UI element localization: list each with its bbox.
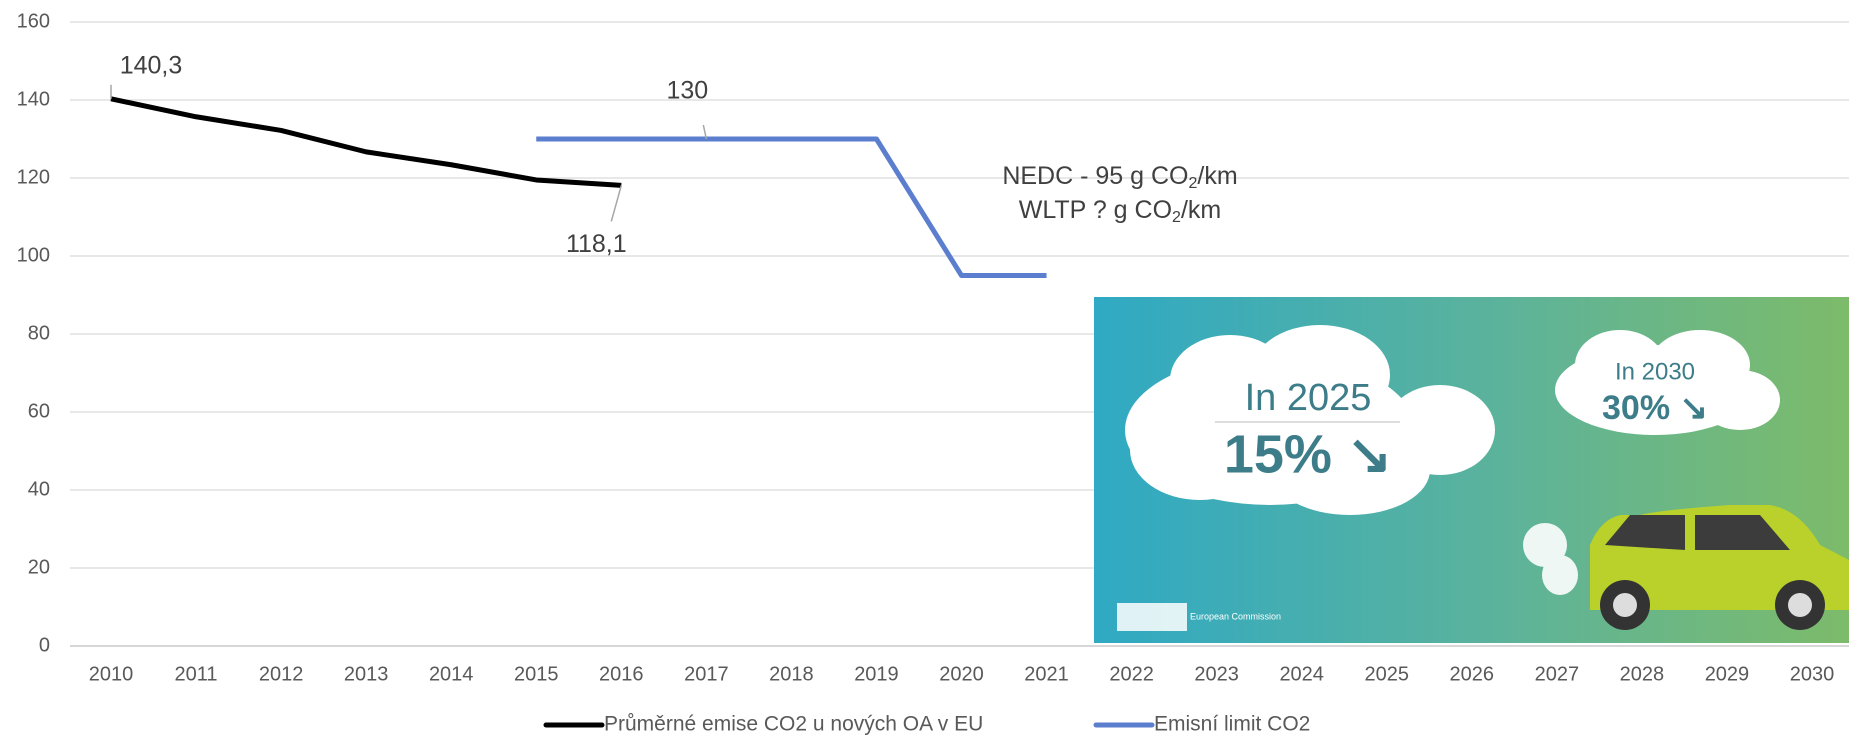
x-tick-label: 2030 — [1790, 663, 1835, 685]
logo — [1117, 603, 1187, 631]
x-tick-label: 2025 — [1365, 663, 1410, 685]
image-text: European Commission — [1190, 611, 1281, 621]
leader-line — [702, 124, 708, 140]
data-label: 130 — [666, 77, 708, 105]
x-tick-label: 2026 — [1450, 663, 1495, 685]
cloud — [1125, 325, 1495, 515]
annotation-part: 2 — [1172, 209, 1181, 226]
x-tick-label: 2017 — [684, 663, 729, 685]
image-text: In 2030 — [1615, 358, 1695, 385]
x-tick-label: 2021 — [1024, 663, 1069, 685]
line — [536, 136, 1047, 278]
y-tick-label: 120 — [17, 166, 50, 188]
annotation-part: /km — [1197, 162, 1237, 190]
leader-line — [610, 185, 623, 222]
y-tick-label: 100 — [17, 244, 50, 266]
x-tick-label: 2022 — [1109, 663, 1154, 685]
annotation: NEDC - 95 g CO2/km — [1002, 162, 1237, 193]
annotation-part: 2 — [1188, 175, 1197, 192]
annotation: WLTP ? g CO2/km — [1019, 196, 1221, 227]
x-tick-label: 2019 — [854, 663, 899, 685]
y-tick-label: 0 — [39, 634, 50, 656]
exhaust — [1523, 523, 1578, 595]
line — [110, 96, 622, 188]
y-tick-label: 60 — [28, 400, 50, 422]
legend-label: Emisní limit CO2 — [1154, 713, 1310, 736]
x-tick-label: 2016 — [599, 663, 644, 685]
x-tick-label: 2014 — [429, 663, 474, 685]
image-text: 15% ↘ — [1224, 424, 1392, 484]
x-tick-label: 2027 — [1535, 663, 1580, 685]
y-tick-label: 80 — [28, 322, 50, 344]
inset-image: In 2025 15% ↘ In 2030 30% ↘ European Com… — [1094, 297, 1849, 643]
x-tick-label: 2015 — [514, 663, 559, 685]
data-label: 140,3 — [120, 51, 183, 79]
x-tick-label: 2012 — [259, 663, 304, 685]
legend-label: Průměrné emise CO2 u nových OA v EU — [604, 713, 983, 736]
x-tick-label: 2018 — [769, 663, 814, 685]
annotation-part: NEDC - 95 g CO — [1002, 162, 1188, 190]
annotation-part: /km — [1181, 196, 1221, 224]
image-text: 30% ↘ — [1602, 389, 1708, 427]
x-tick-label: 2020 — [939, 663, 984, 685]
annotation-part: WLTP ? g CO — [1019, 196, 1172, 224]
x-tick-label: 2024 — [1279, 663, 1324, 685]
data-label: 118,1 — [566, 230, 627, 258]
x-tick-label: 2023 — [1194, 663, 1239, 685]
x-tick-label: 2029 — [1705, 663, 1750, 685]
y-tick-label: 20 — [28, 556, 50, 578]
x-tick-label: 2010 — [89, 663, 134, 685]
y-tick-label: 140 — [17, 88, 50, 110]
image-text: In 2025 — [1245, 377, 1372, 419]
x-tick-label: 2011 — [175, 663, 218, 685]
x-tick-label: 2028 — [1620, 663, 1665, 685]
y-tick-label: 40 — [28, 478, 50, 500]
cloud — [1555, 330, 1780, 435]
x-tick-label: 2013 — [344, 663, 389, 685]
car — [1590, 505, 1849, 630]
y-tick-label: 160 — [17, 10, 50, 32]
